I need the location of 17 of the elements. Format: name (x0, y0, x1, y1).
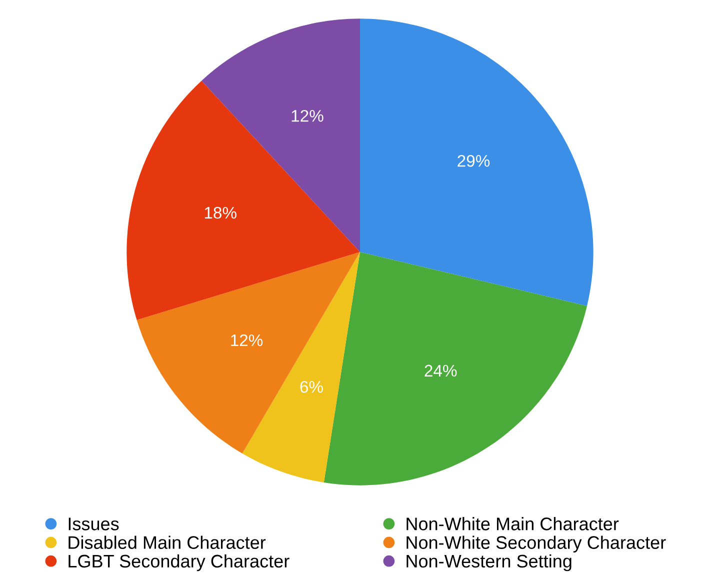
pie-slice (136, 252, 360, 454)
pie-slice (324, 252, 588, 486)
pie-slice (360, 18, 594, 306)
pie-slice (126, 80, 360, 320)
data-label: 29% (458, 154, 490, 167)
legend-label: Non-Western Setting (406, 554, 572, 572)
pie-slice (202, 18, 360, 252)
legend-label: Non-White Secondary Character (406, 536, 666, 553)
data-label: 12% (292, 110, 324, 122)
data-label: 24% (424, 364, 457, 377)
legend-label: LGBT Secondary Character (68, 554, 290, 572)
legend-label: Issues (68, 518, 119, 530)
legend-label: Disabled Main Character (68, 536, 266, 549)
data-label: 12% (231, 334, 263, 346)
data-label: 6% (300, 380, 323, 393)
data-label: 18% (204, 206, 236, 219)
legend-label: Non-White Main Character (406, 517, 619, 530)
